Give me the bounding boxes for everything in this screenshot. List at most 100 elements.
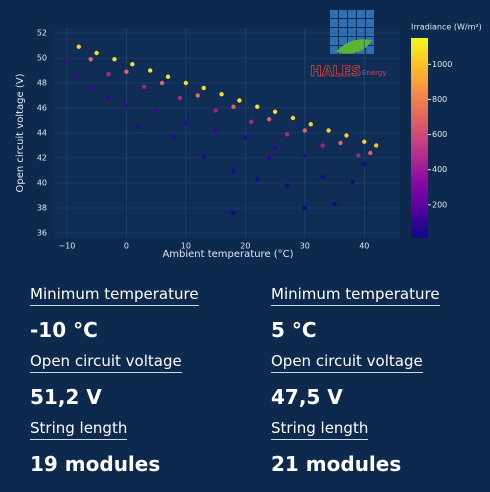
logo-cell — [330, 46, 338, 54]
point — [124, 69, 129, 74]
point — [88, 85, 93, 91]
info-card: Open circuit voltage 47,5 V — [271, 351, 423, 409]
point — [308, 122, 313, 127]
y-tick-label: 40 — [37, 179, 47, 188]
point — [320, 174, 325, 179]
point — [165, 74, 171, 79]
point — [201, 154, 206, 159]
logo-cell — [330, 28, 338, 36]
logo-cell — [339, 37, 347, 45]
point — [231, 104, 236, 109]
y-tick-label: 50 — [37, 54, 47, 63]
y-tick-label: 46 — [37, 104, 47, 113]
point — [344, 133, 349, 138]
point — [320, 143, 325, 148]
point — [302, 205, 308, 211]
colorbar-tick-label: 800 — [432, 95, 447, 104]
y-tick-label: 42 — [37, 154, 47, 163]
chart: HALES Energy Ambient temperature (°C) Op… — [15, 10, 482, 260]
info-card: Open circuit voltage 51,2 V — [30, 351, 182, 409]
point — [284, 183, 290, 188]
y-tick-label: 38 — [37, 204, 47, 213]
point — [142, 84, 147, 89]
info-card: String length 19 modules — [30, 418, 160, 476]
point — [112, 57, 117, 62]
point — [266, 117, 272, 122]
point — [326, 128, 331, 133]
point — [302, 153, 308, 158]
card-label: Minimum temperature — [30, 285, 199, 306]
point — [266, 155, 272, 161]
x-tick-label: 40 — [359, 242, 369, 251]
point — [183, 120, 189, 126]
y-tick-label: 52 — [37, 29, 47, 38]
point — [272, 145, 278, 151]
point — [368, 150, 373, 156]
logo-name: HALES — [310, 64, 361, 80]
point — [106, 94, 111, 99]
point — [231, 210, 236, 216]
info-card: Minimum temperature 5 °C — [271, 284, 440, 342]
point — [177, 95, 183, 101]
card-label: String length — [30, 419, 128, 440]
x-axis-label: Ambient temperature (°C) — [162, 249, 293, 260]
logo-cell — [357, 28, 365, 36]
point — [356, 153, 361, 158]
logo-cell — [339, 28, 347, 36]
point — [237, 98, 242, 103]
y-tick-label: 48 — [37, 79, 47, 88]
x-tick-label: −10 — [58, 242, 75, 251]
y-axis-label: Open circuit voltage (V) — [15, 73, 26, 192]
logo-cell — [357, 10, 365, 18]
point — [136, 124, 141, 129]
card-value: 5 °C — [271, 318, 317, 342]
point — [159, 80, 165, 86]
logo-cell — [366, 10, 374, 18]
point — [64, 58, 70, 63]
logo-cell — [330, 37, 338, 45]
point — [106, 72, 111, 77]
point — [272, 109, 278, 114]
logo-cell — [366, 46, 374, 54]
logo-cell — [357, 19, 365, 27]
x-tick-label: 20 — [240, 242, 250, 251]
logo-cell — [339, 10, 347, 18]
point — [195, 93, 200, 98]
point — [302, 128, 308, 133]
info-card: String length 21 modules — [271, 418, 401, 476]
card-value: 47,5 V — [271, 385, 343, 409]
point — [124, 103, 129, 108]
point — [183, 80, 189, 86]
colorbar-tick-label: 1000 — [432, 60, 452, 69]
point — [219, 92, 224, 97]
card-value: 19 modules — [30, 452, 161, 476]
point — [147, 68, 153, 73]
y-tick-label: 44 — [37, 129, 47, 138]
card-value: 51,2 V — [30, 385, 102, 409]
logo-cell — [330, 10, 338, 18]
x-tick-label: 10 — [181, 242, 191, 251]
card-label: Open circuit voltage — [271, 352, 423, 373]
card-label: Open circuit voltage — [30, 352, 182, 373]
point — [94, 50, 99, 56]
logo-cell — [348, 19, 356, 27]
logo-leaf — [336, 39, 372, 54]
logo: HALES Energy — [310, 10, 387, 80]
colorbar-tick-label: 200 — [432, 200, 447, 209]
point — [88, 57, 93, 62]
logo-cell — [366, 19, 374, 27]
point — [130, 62, 135, 67]
point — [249, 119, 254, 124]
point — [332, 202, 337, 207]
point — [153, 108, 159, 113]
y-tick-label: 36 — [37, 229, 47, 238]
logo-cell — [348, 10, 356, 18]
colorbar-tick-label: 400 — [432, 165, 447, 174]
info-card: Minimum temperature -10 °C — [30, 284, 199, 342]
logo-tagline: Energy — [362, 69, 387, 77]
point — [231, 168, 236, 173]
logo-cell — [366, 28, 374, 36]
card-value: -10 °C — [30, 318, 98, 342]
point — [213, 108, 218, 113]
